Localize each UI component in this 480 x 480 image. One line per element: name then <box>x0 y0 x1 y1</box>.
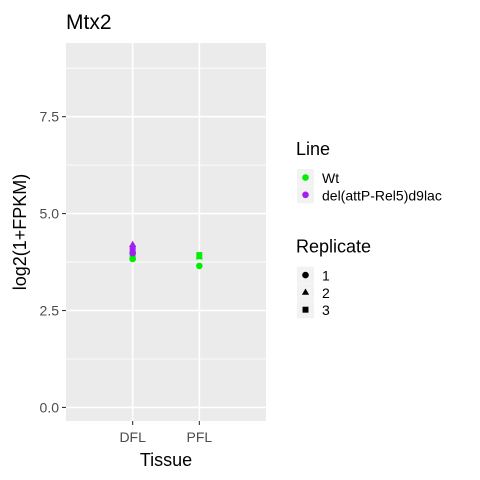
data-point <box>129 240 137 247</box>
legend-label: del(attP-Rel5)d9lac <box>322 187 442 203</box>
y-tick-label: 5.0 <box>40 206 60 222</box>
grid-lines <box>66 43 266 421</box>
y-axis-title: log2(1+FPKM) <box>10 174 30 291</box>
legend-symbol <box>302 306 309 313</box>
x-tick-label: PFL <box>186 429 212 445</box>
chart-title: Mtx2 <box>66 11 112 34</box>
y-axis: 0.0 2.5 5.0 7.5 <box>40 109 66 415</box>
y-tick-label: 7.5 <box>40 109 60 125</box>
legend-symbol <box>302 174 309 181</box>
legend-label: 3 <box>322 302 330 318</box>
data-point <box>196 252 203 259</box>
x-tick-label: DFL <box>119 429 146 445</box>
data-point <box>129 249 136 257</box>
legend-label: 2 <box>322 285 330 301</box>
legend-symbol <box>302 271 309 279</box>
x-axis: DFL PFL <box>119 421 212 445</box>
plot-panel <box>66 43 266 421</box>
legend-title: Replicate <box>296 237 371 257</box>
legend-label: Wt <box>322 170 339 186</box>
y-tick-label: 2.5 <box>40 303 60 319</box>
data-point <box>129 245 136 252</box>
legend-symbol <box>301 288 310 295</box>
y-tick-label: 0.0 <box>40 399 60 415</box>
legend-title: Line <box>296 139 330 159</box>
legend-symbol <box>302 191 309 199</box>
data-point <box>196 262 203 270</box>
data-points <box>129 240 203 270</box>
x-axis-title: Tissue <box>140 450 192 470</box>
legend-label: 1 <box>322 268 330 284</box>
